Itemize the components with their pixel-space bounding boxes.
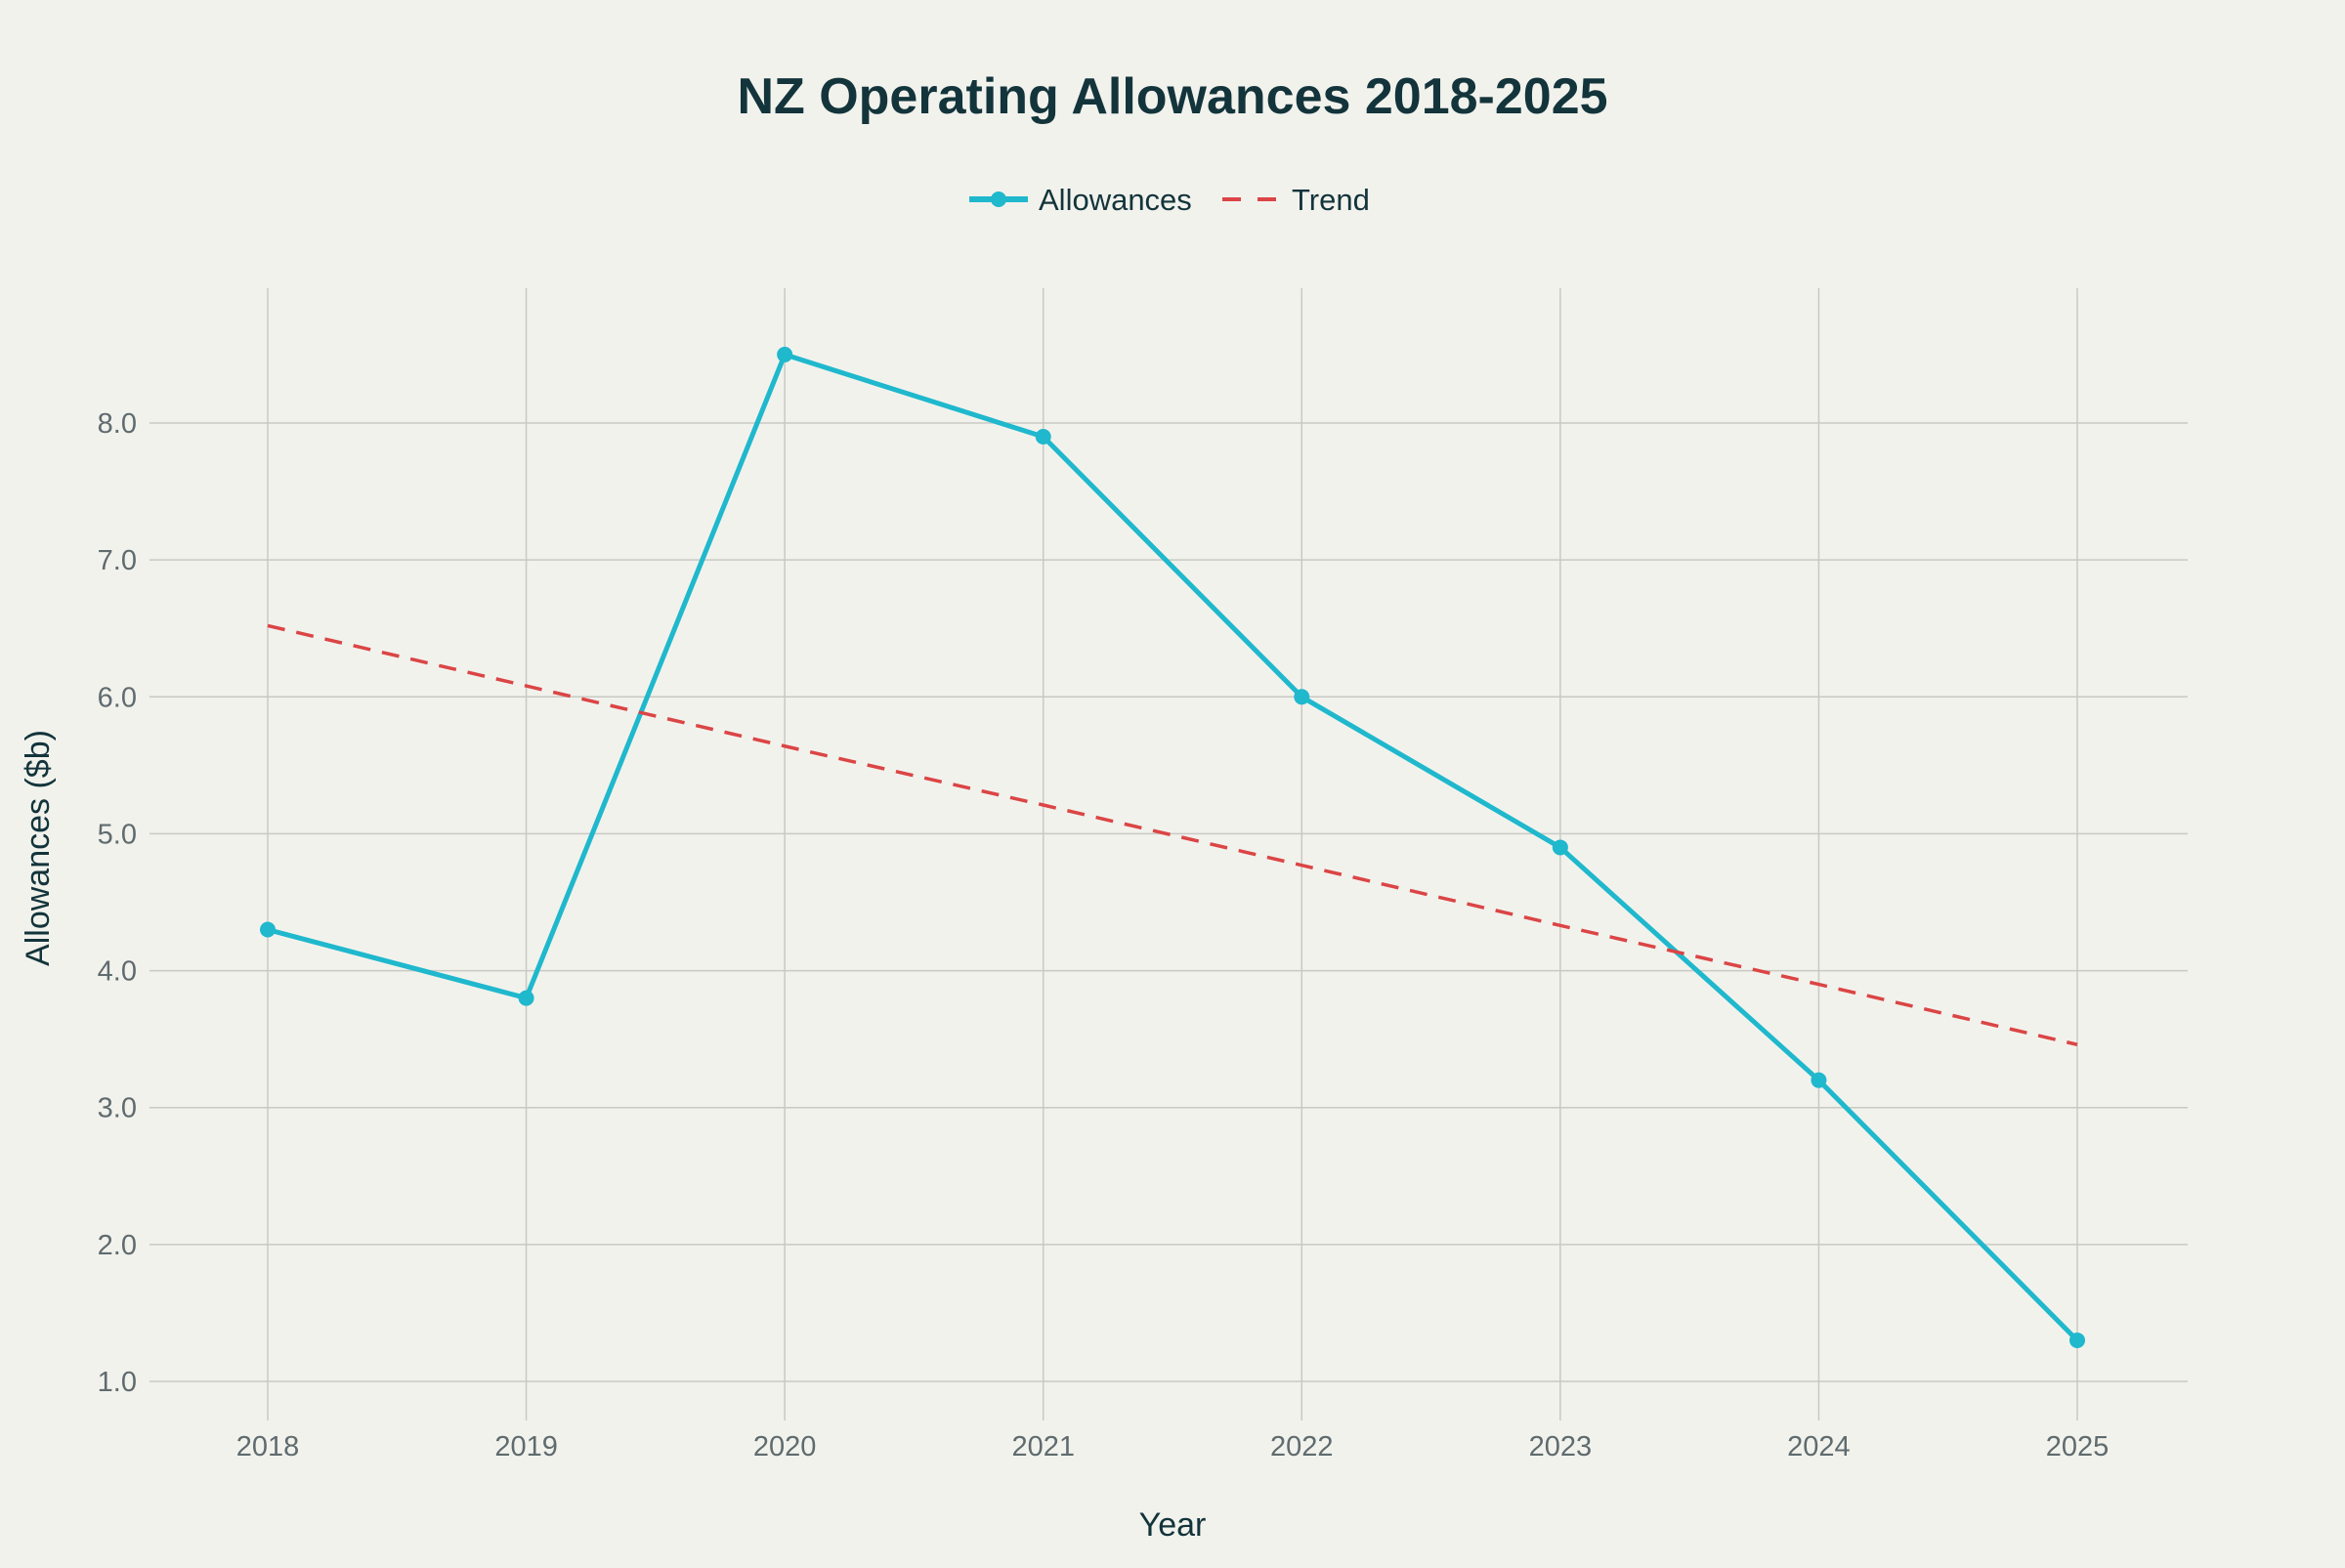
series [260,346,2085,1348]
y-axis-title: Allowances ($b) [20,730,57,966]
data-point [777,346,793,362]
x-tick-label: 2021 [1011,1431,1075,1462]
y-tick-label: 6.0 [98,682,137,713]
legend-allowances-marker [991,191,1006,207]
legend-trend-label: Trend [1292,183,1370,217]
y-tick-label: 5.0 [98,819,137,850]
x-tick-label: 2022 [1270,1431,1334,1462]
y-tick-label: 4.0 [98,956,137,988]
x-tick-label: 2019 [494,1431,558,1462]
series-trend [267,623,2078,1046]
allowances-line [267,352,2079,1342]
data-point [1294,689,1310,705]
legend-allowances-label: Allowances [1039,183,1192,217]
trend-line [267,623,2078,1046]
data-point [518,990,534,1006]
y-tick-label: 3.0 [98,1093,137,1124]
chart-title: NZ Operating Allowances 2018-2025 [737,68,1607,125]
x-axis-title: Year [1139,1506,1207,1544]
y-tick-label: 8.0 [98,408,137,440]
x-tick-label: 2023 [1529,1431,1593,1462]
grid [149,288,2188,1420]
legend: Allowances Trend [969,183,1370,217]
y-tick-label: 2.0 [98,1230,137,1261]
axes: 1.0 2.0 3.0 4.0 5.0 6.0 7.0 8.0 2018 2019 2020 2021… [98,408,2110,1462]
data-point [260,921,276,938]
y-tick-label: 7.0 [98,545,137,576]
x-tick-label: 2018 [236,1431,300,1462]
x-tick-label: 2024 [1787,1431,1851,1462]
x-tick-label: 2020 [753,1431,817,1462]
data-point [1552,839,1568,856]
data-point [1811,1072,1827,1088]
series-allowances [260,346,2085,1348]
data-point [2069,1332,2085,1348]
x-tick-label: 2025 [2046,1431,2110,1462]
data-point [1035,429,1051,445]
y-tick-label: 1.0 [98,1367,137,1398]
